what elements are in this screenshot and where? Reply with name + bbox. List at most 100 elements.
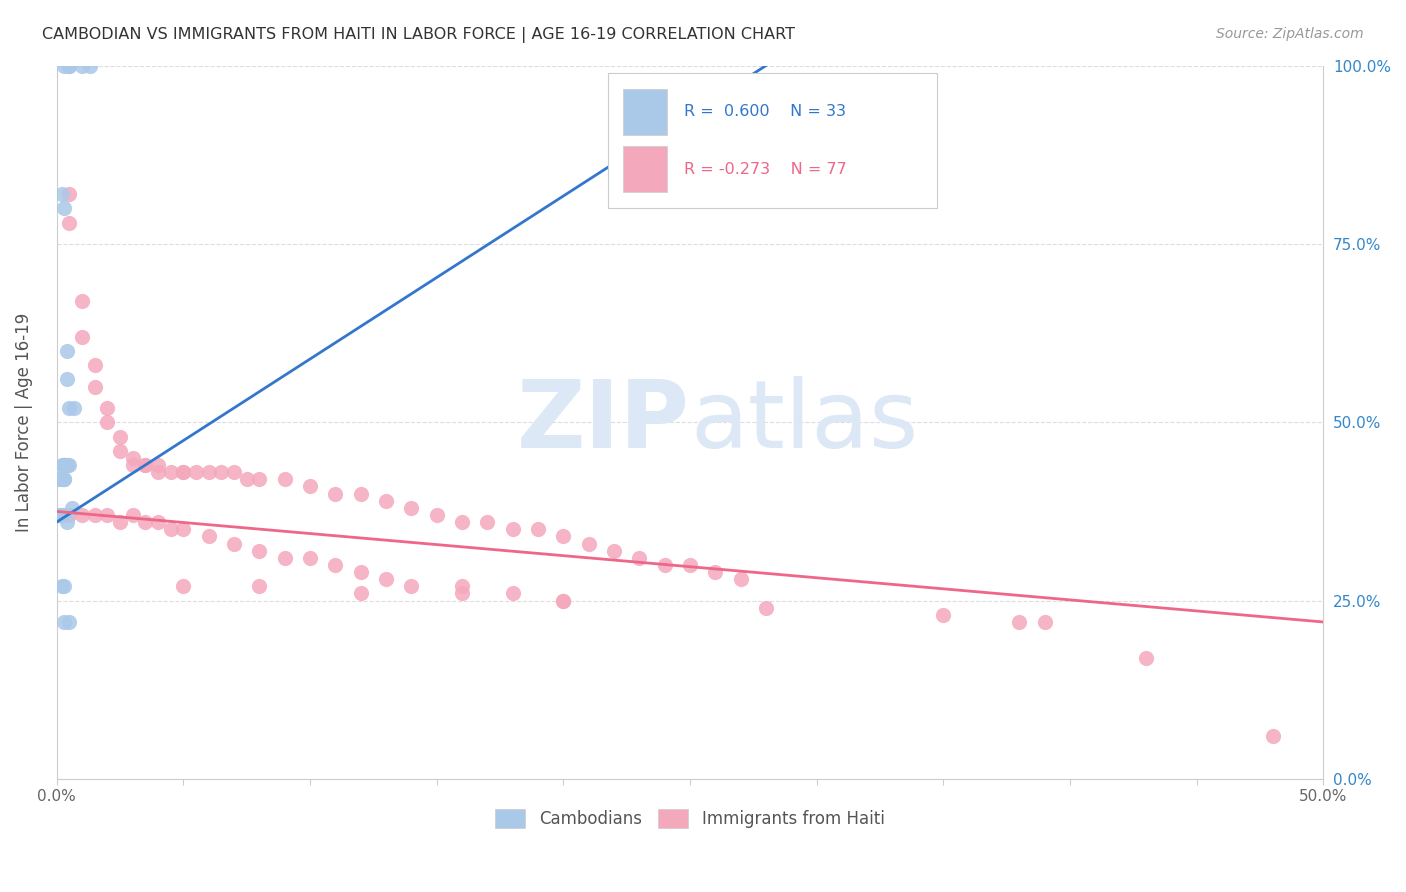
Point [451, 586, 474, 600]
Point [502, 586, 524, 600]
Point [134, 515, 156, 529]
Point [401, 500, 423, 515]
Point [209, 465, 232, 479]
Point [55, 515, 77, 529]
Point [172, 465, 194, 479]
Point [96, 415, 118, 429]
Point [58, 186, 80, 201]
Point [159, 522, 181, 536]
Point [51, 508, 73, 522]
Point [55, 458, 77, 472]
Point [679, 558, 702, 572]
Point [323, 558, 346, 572]
Y-axis label: In Labor Force | Age 16-19: In Labor Force | Age 16-19 [15, 312, 32, 532]
Point [374, 572, 396, 586]
Point [323, 486, 346, 500]
Point [96, 508, 118, 522]
Legend: Cambodians, Immigrants from Haiti: Cambodians, Immigrants from Haiti [489, 802, 891, 835]
Point [1008, 615, 1031, 629]
Point [51, 579, 73, 593]
Point [654, 558, 676, 572]
Point [58, 215, 80, 229]
Point [451, 579, 474, 593]
Point [146, 515, 169, 529]
Text: R = -0.273    N = 77: R = -0.273 N = 77 [683, 161, 846, 177]
Point [70, 293, 93, 308]
Point [527, 522, 550, 536]
Point [53, 615, 76, 629]
Point [58, 615, 80, 629]
Point [96, 401, 118, 415]
Point [222, 465, 245, 479]
Point [51, 508, 73, 522]
Point [53, 579, 76, 593]
Point [247, 579, 270, 593]
Point [603, 543, 626, 558]
Point [108, 443, 131, 458]
Point [197, 529, 219, 543]
Point [70, 508, 93, 522]
Point [51, 458, 73, 472]
Point [63, 401, 86, 415]
Point [60, 500, 83, 515]
Point [134, 458, 156, 472]
Text: R =  0.600    N = 33: R = 0.600 N = 33 [683, 104, 845, 120]
Point [55, 343, 77, 358]
Point [349, 486, 371, 500]
Point [83, 358, 105, 372]
Point [553, 593, 575, 607]
Point [79, 59, 101, 73]
Point [273, 550, 295, 565]
Point [553, 593, 575, 607]
Point [172, 579, 194, 593]
Point [401, 579, 423, 593]
Point [477, 515, 499, 529]
Point [628, 550, 651, 565]
Point [70, 329, 93, 343]
Point [349, 586, 371, 600]
Point [146, 465, 169, 479]
Point [53, 59, 76, 73]
Point [222, 536, 245, 550]
Point [426, 508, 449, 522]
Point [51, 186, 73, 201]
Point [53, 458, 76, 472]
Point [53, 458, 76, 472]
Point [55, 372, 77, 386]
Point [932, 607, 955, 622]
Point [451, 515, 474, 529]
Point [578, 536, 600, 550]
Point [298, 550, 321, 565]
Point [704, 565, 727, 579]
Point [121, 458, 143, 472]
Point [121, 508, 143, 522]
Point [235, 472, 257, 486]
Bar [623, 89, 666, 136]
Point [374, 493, 396, 508]
Point [53, 458, 76, 472]
Point [1033, 615, 1056, 629]
Point [53, 472, 76, 486]
Point [755, 600, 778, 615]
Point [51, 472, 73, 486]
Point [172, 465, 194, 479]
Point [48, 508, 70, 522]
Point [53, 201, 76, 215]
Point [730, 572, 752, 586]
FancyBboxPatch shape [607, 73, 936, 208]
Point [502, 522, 524, 536]
Point [108, 429, 131, 443]
Point [349, 565, 371, 579]
Point [58, 458, 80, 472]
Point [121, 450, 143, 465]
Point [48, 508, 70, 522]
Point [159, 465, 181, 479]
Text: Source: ZipAtlas.com: Source: ZipAtlas.com [1216, 27, 1364, 41]
Point [273, 472, 295, 486]
Point [197, 465, 219, 479]
Point [184, 465, 207, 479]
Point [553, 529, 575, 543]
Point [58, 508, 80, 522]
Point [172, 522, 194, 536]
Point [58, 59, 80, 73]
